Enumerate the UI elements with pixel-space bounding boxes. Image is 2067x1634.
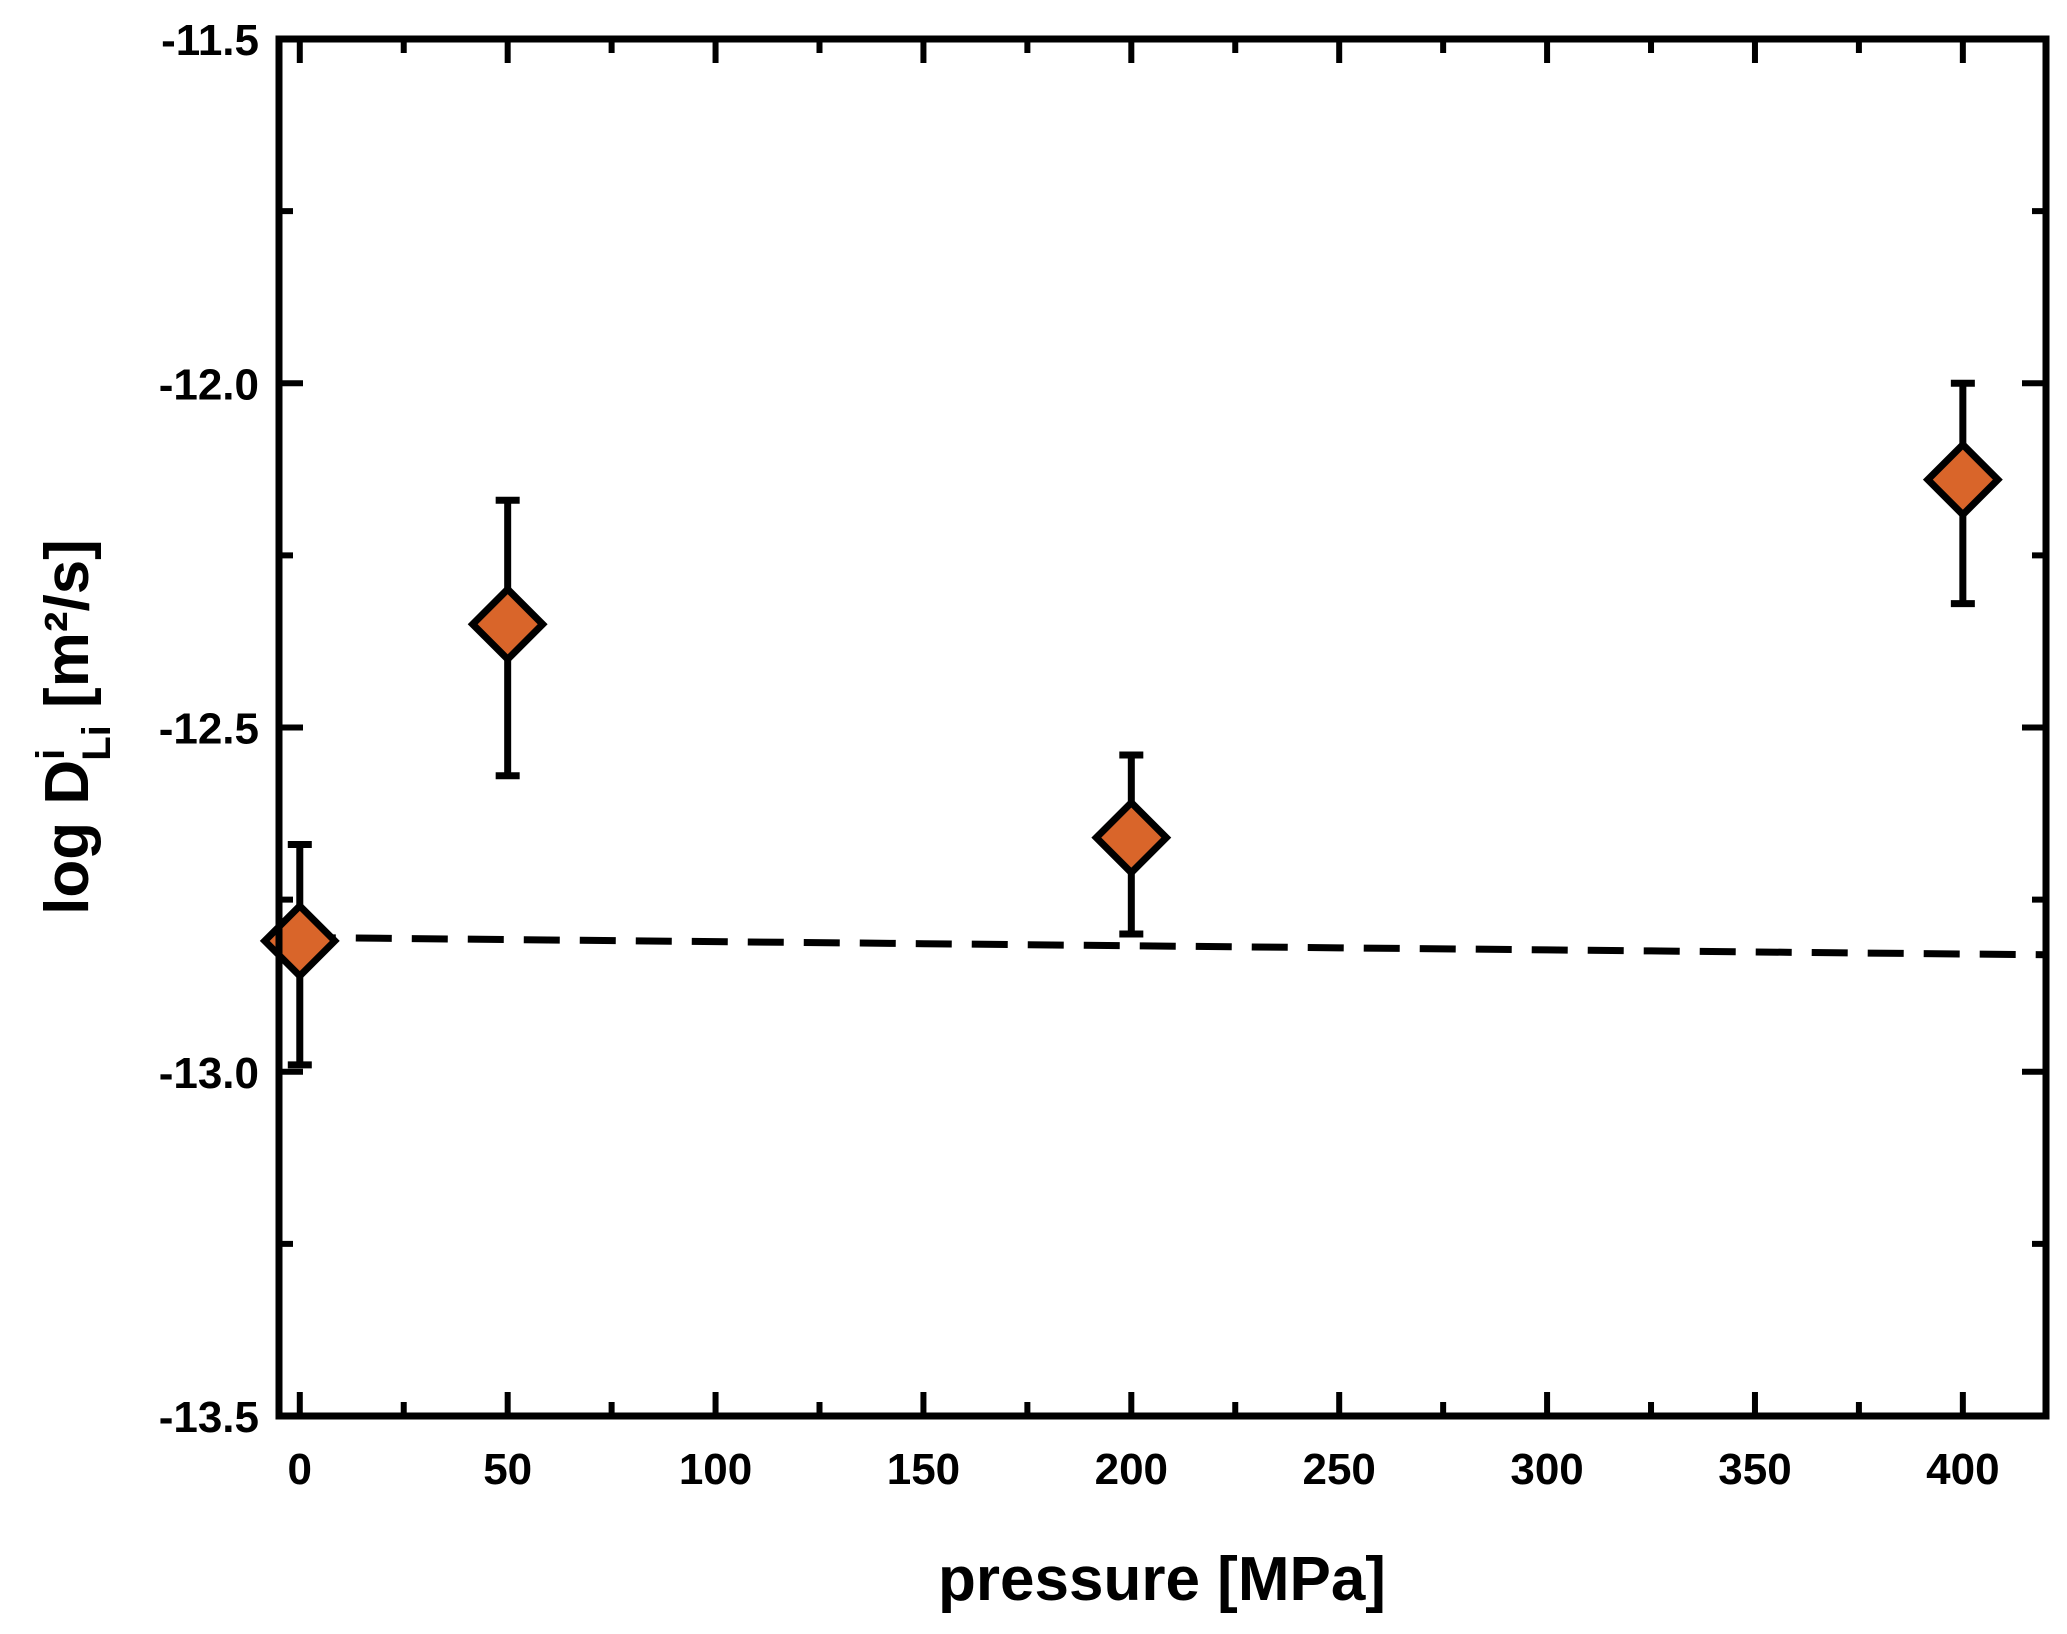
x-tick-label: 50 — [483, 1445, 532, 1494]
y-tick-label: -13.5 — [159, 1393, 259, 1442]
y-tick-labels: -13.5 -13.0 -12.5 -12.0 -11.5 — [159, 16, 259, 1442]
y-tick-label: -12.5 — [159, 705, 259, 754]
x-tick-label: 300 — [1510, 1445, 1583, 1494]
x-tick-label: 200 — [1095, 1445, 1168, 1494]
y-axis-title: log DiLi [m²/s] — [29, 539, 119, 915]
y-tick-label: -12.0 — [159, 360, 259, 409]
x-tick-labels: 0 50 100 150 200 250 300 350 400 — [288, 1445, 2000, 1494]
x-tick-label: 250 — [1302, 1445, 1375, 1494]
y-axis-title-superscript: i — [29, 749, 73, 760]
y-axis-title-prefix: log D — [33, 760, 102, 915]
data-point-diamond — [259, 900, 340, 981]
error-bars-layer — [287, 379, 1975, 1069]
data-point-diamond — [467, 584, 548, 665]
x-tick-label: 0 — [288, 1445, 312, 1494]
data-point-diamond — [1922, 439, 2003, 520]
plot-frame — [275, 35, 2050, 1420]
x-tick-label: 400 — [1926, 1445, 1999, 1494]
x-tick-label: 350 — [1718, 1445, 1791, 1494]
dashed-trend-line — [299, 933, 2047, 959]
ticks-layer — [279, 36, 2046, 1419]
y-axis-title-unit: [m²/s] — [33, 539, 102, 725]
data-point-diamond — [1091, 797, 1172, 878]
x-tick-label: 150 — [887, 1445, 960, 1494]
trend-line-layer — [299, 933, 2047, 959]
y-axis-title-subscript: Li — [75, 725, 119, 761]
x-axis-title: pressure [MPa] — [938, 1545, 1386, 1614]
x-tick-label: 100 — [679, 1445, 752, 1494]
y-tick-label: -11.5 — [161, 16, 259, 65]
y-tick-label: -13.0 — [159, 1049, 259, 1098]
